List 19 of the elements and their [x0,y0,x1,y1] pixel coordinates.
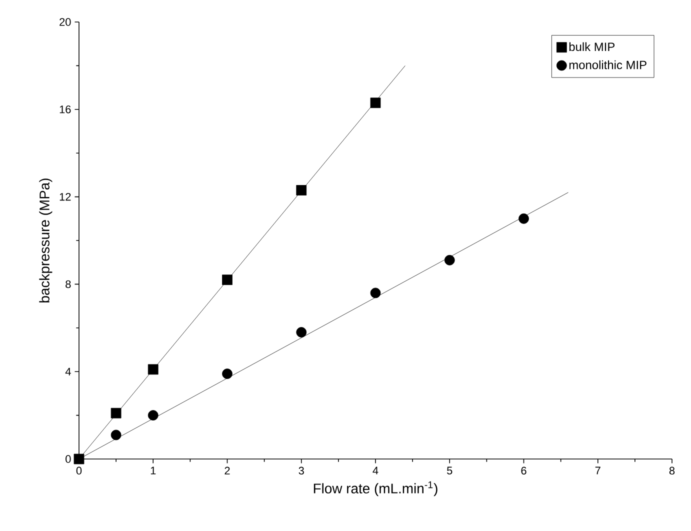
y-tick-label: 8 [66,280,71,288]
x-tick-label: 8 [669,466,675,475]
y-tick-label: 12 [60,192,71,201]
y-tick-label: 20 [60,18,71,26]
x-tick-label: 2 [224,466,230,474]
y-tick-label: 4 [65,368,71,376]
x-tick-label: 4 [372,466,378,474]
y-tick-label: 0 [66,455,71,463]
legend-label: monolithic MIP [569,60,646,70]
legend-label: bulk MIP [569,42,614,52]
y-axis-title: backpressure (MPa) [39,178,52,302]
x-tick-label: 1 [150,466,156,474]
x-tick-label: 0 [76,466,82,475]
x-tick-label: 3 [298,466,304,475]
x-axis-title: Flow rate (mL.min$^{-1}$) [314,481,438,496]
x-tick-label: 5 [447,466,452,474]
x-tick-label: 6 [521,466,526,475]
x-tick-label: 7 [595,466,600,474]
y-tick-label: 16 [60,106,71,114]
